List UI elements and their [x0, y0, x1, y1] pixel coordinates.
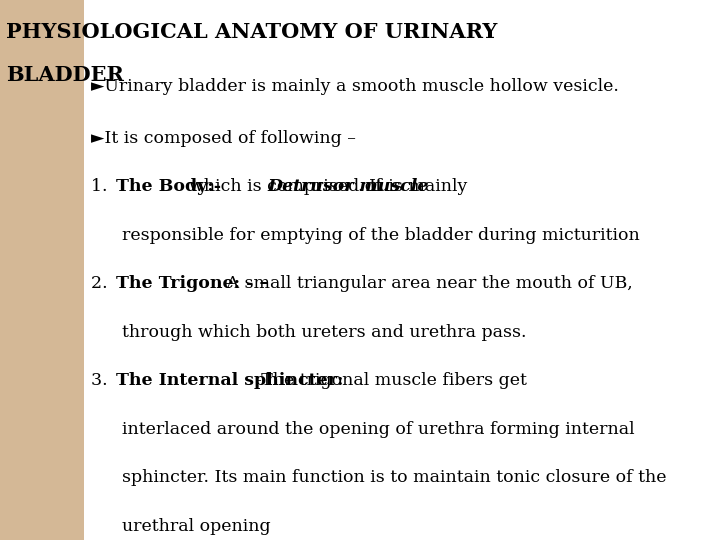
Text: . It is mainly: . It is mainly — [358, 178, 467, 195]
Text: PHYSIOLOGICAL ANATOMY OF URINARY: PHYSIOLOGICAL ANATOMY OF URINARY — [6, 22, 498, 42]
Text: interlaced around the opening of urethra forming internal: interlaced around the opening of urethra… — [122, 421, 634, 438]
Text: 1.: 1. — [91, 178, 124, 195]
Text: 3.: 3. — [91, 373, 124, 389]
Text: which is comprised of: which is comprised of — [189, 178, 387, 195]
Text: -The trigonal muscle fibers get: -The trigonal muscle fibers get — [256, 373, 527, 389]
Text: urethral opening: urethral opening — [122, 518, 271, 535]
Text: The Internal sphincter:: The Internal sphincter: — [116, 373, 343, 389]
Text: 2.: 2. — [91, 275, 124, 292]
Text: The Trigone: - –: The Trigone: - – — [116, 275, 268, 292]
Text: sphincter. Its main function is to maintain tonic closure of the: sphincter. Its main function is to maint… — [122, 469, 666, 487]
Text: ►Urinary bladder is mainly a smooth muscle hollow vesicle.: ►Urinary bladder is mainly a smooth musc… — [91, 78, 618, 95]
Text: ►It is composed of following –: ►It is composed of following – — [91, 130, 356, 146]
Text: through which both ureters and urethra pass.: through which both ureters and urethra p… — [122, 324, 526, 341]
Text: Detrusor muscle: Detrusor muscle — [267, 178, 428, 195]
Text: responsible for emptying of the bladder during micturition: responsible for emptying of the bladder … — [122, 227, 639, 244]
Text: The Body:-: The Body:- — [116, 178, 221, 195]
Text: BLADDER: BLADDER — [6, 65, 124, 85]
FancyBboxPatch shape — [0, 0, 84, 539]
Text: A small triangular area near the mouth of UB,: A small triangular area near the mouth o… — [220, 275, 632, 292]
